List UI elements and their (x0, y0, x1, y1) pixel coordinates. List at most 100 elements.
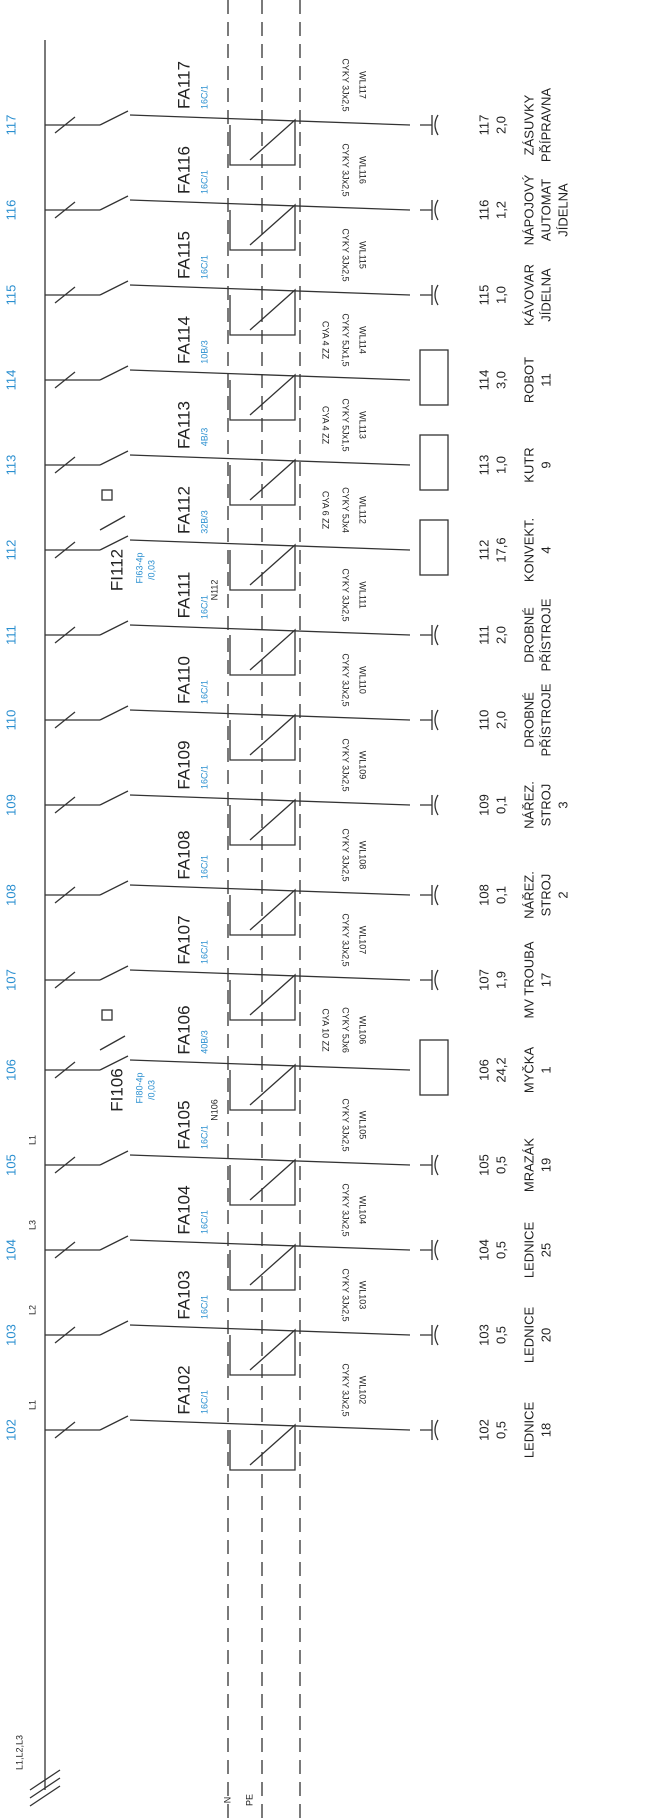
switch (99, 195, 129, 211)
load-power: 1,9 (493, 971, 508, 989)
load-number: 113 (476, 455, 491, 476)
load-loop (229, 118, 296, 166)
rcd-rating: FI63-4p (134, 552, 144, 583)
rcd-sensitivity: /0,03 (146, 1080, 156, 1100)
breaker-label: FA102 (174, 1365, 193, 1414)
load-loop (229, 1328, 296, 1376)
cable-type: CYKY 3Jx2,5 (341, 1098, 351, 1151)
circuit-number: 109 (3, 794, 18, 816)
load-number: 117 (476, 115, 491, 136)
feeder (129, 369, 411, 381)
rcd-sensitivity: /0,03 (146, 560, 156, 580)
load-number: 103 (476, 1324, 491, 1346)
feeder (129, 624, 411, 636)
circuit-number: 110 (3, 710, 18, 731)
switch (99, 1320, 129, 1336)
tick (54, 1326, 76, 1344)
breaker-rating: 40B/3 (199, 1030, 209, 1054)
load-description: JÍDELNA (555, 183, 570, 237)
tick (54, 371, 76, 389)
load-description: LEDNICE (521, 1307, 536, 1364)
load-description: KÁVOVAR (521, 264, 536, 326)
load-power: 17,6 (493, 537, 508, 562)
feeder (129, 199, 411, 211)
circuit-number: 112 (3, 540, 18, 561)
supply-label: L1,L2,L3 (14, 1735, 24, 1770)
feeder (129, 1419, 411, 1431)
cable-type: CYKY 3Jx2,5 (341, 1268, 351, 1321)
load-power: 2,0 (493, 711, 508, 729)
load-number: 106 (476, 1059, 491, 1081)
circuit-number: 115 (3, 285, 18, 306)
tick (54, 1061, 76, 1079)
load-loop (229, 543, 296, 591)
circuit-number: 102 (3, 1419, 18, 1441)
load-loop (229, 1423, 296, 1471)
breaker-label: FA110 (174, 656, 193, 704)
feeder (129, 1154, 411, 1166)
load-loop (229, 1243, 296, 1291)
breaker-rating: 16C/1 (199, 85, 209, 109)
load-power: 0,5 (493, 1156, 508, 1174)
socket (420, 709, 439, 731)
phase-label: L2 (27, 1305, 37, 1315)
cable-id: WL115 (358, 241, 368, 269)
feeder (129, 1324, 411, 1336)
tick (54, 626, 76, 644)
switch (99, 880, 129, 896)
breaker-label: FA105 (174, 1100, 193, 1149)
rcd-label: FI112 (107, 549, 126, 591)
cable-id: WL113 (358, 411, 368, 439)
neutral-label: N (222, 1797, 232, 1804)
load-description: PŘÍPRAVNA (538, 88, 553, 162)
circuit-number: 113 (3, 455, 18, 476)
switch (99, 1150, 129, 1166)
circuit-number: 117 (3, 115, 18, 136)
breaker-rating: 10B/3 (199, 340, 209, 364)
socket (420, 1154, 439, 1176)
socket (420, 1419, 439, 1441)
load-number: 111 (476, 625, 491, 645)
load-description: PŘÍSTROJE (538, 683, 553, 756)
cable-type: CYKY 3Jx2,5 (341, 143, 351, 196)
load-power: 1,2 (493, 201, 508, 219)
load-description: 17 (538, 973, 553, 987)
load-loop (229, 373, 296, 421)
control-box (419, 519, 449, 576)
load-loop (229, 713, 296, 761)
load-description: MYČKA (521, 1047, 536, 1094)
circuit-number: 116 (3, 200, 18, 221)
cable-type: CYKY 3Jx2,5 (341, 738, 351, 791)
feeder (129, 794, 411, 806)
breaker-label: FA117 (174, 61, 193, 109)
feeder (129, 884, 411, 896)
socket (420, 884, 439, 906)
socket (420, 794, 439, 816)
switch (99, 450, 129, 466)
load-power: 0,1 (493, 886, 508, 904)
load-number: 107 (476, 969, 491, 991)
cable-id: WL116 (358, 156, 368, 184)
control-box (419, 349, 449, 406)
load-description: DROBNÉ (521, 607, 536, 663)
rcd-rating: FI80-4p (134, 1072, 144, 1103)
cable-id: WL108 (358, 841, 368, 870)
load-description: LEDNICE (521, 1222, 536, 1279)
switch (99, 280, 129, 296)
rcd-neutral: N112 (209, 580, 219, 601)
breaker-rating: 16C/1 (199, 765, 209, 789)
circuit-number: 103 (3, 1324, 18, 1346)
control-box (419, 434, 449, 491)
load-power: 0,5 (493, 1421, 508, 1439)
control-box (419, 1039, 449, 1096)
rcd-label: FI106 (107, 1068, 126, 1111)
cable-type: CYKY 3Jx2,5 (341, 913, 351, 966)
cable-type: CYKY 3Jx2,5 (341, 1363, 351, 1416)
cable-type: CYKY 5Jx1,5 (341, 313, 351, 366)
breaker-label: FA114 (174, 316, 193, 364)
cable-id: WL117 (358, 71, 368, 99)
control-cable: CYA 10 ZZ (321, 1008, 331, 1052)
load-loop (229, 798, 296, 846)
cable-id: WL110 (358, 666, 368, 694)
